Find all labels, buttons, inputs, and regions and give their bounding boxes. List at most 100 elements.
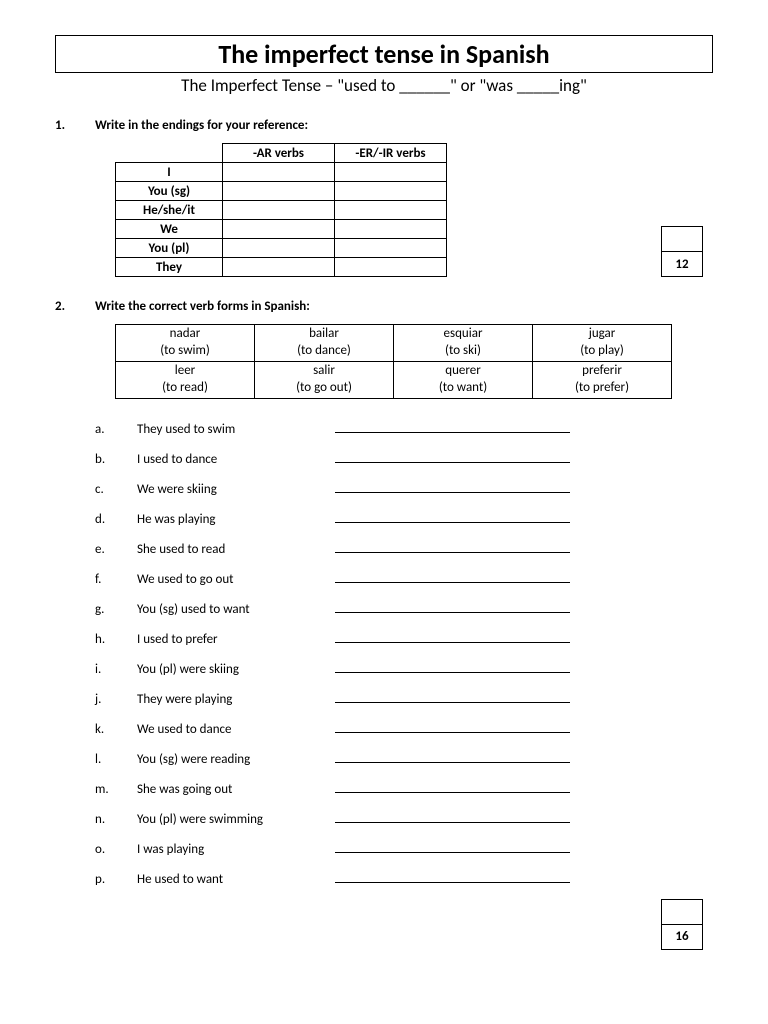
exercise-row: b.I used to dance <box>95 449 713 467</box>
answer-line[interactable] <box>335 779 570 793</box>
exercise-prompt: You (pl) were skiing <box>137 662 327 677</box>
exercise-row: h.I used to prefer <box>95 629 713 647</box>
section-1-header: 1. Write in the endings for your referen… <box>55 118 713 133</box>
exercise-prompt: We were skiing <box>137 482 327 497</box>
answer-line[interactable] <box>335 599 570 613</box>
verb-cell: preferir(to prefer) <box>533 361 672 398</box>
exercise-row: g.You (sg) used to want <box>95 599 713 617</box>
exercise-letter: b. <box>95 452 137 467</box>
answer-line[interactable] <box>335 569 570 583</box>
exercise-prompt: You (sg) were reading <box>137 752 327 767</box>
endings-cell[interactable] <box>335 239 447 258</box>
exercise-list: a.They used to swim b.I used to dance c.We… <box>95 419 713 887</box>
exercise-row: p.He used to want <box>95 869 713 887</box>
answer-line[interactable] <box>335 869 570 883</box>
endings-cell[interactable] <box>223 182 335 201</box>
exercise-letter: g. <box>95 602 137 617</box>
endings-cell[interactable] <box>223 201 335 220</box>
answer-line[interactable] <box>335 839 570 853</box>
answer-line[interactable] <box>335 539 570 553</box>
exercise-prompt: You (sg) used to want <box>137 602 327 617</box>
answer-line[interactable] <box>335 479 570 493</box>
exercise-prompt: She used to read <box>137 542 327 557</box>
answer-line[interactable] <box>335 719 570 733</box>
section-2-header: 2. Write the correct verb forms in Spani… <box>55 299 713 314</box>
exercise-prompt: I used to prefer <box>137 632 327 647</box>
exercise-letter: i. <box>95 662 137 677</box>
endings-cell[interactable] <box>335 220 447 239</box>
endings-row-label: You (pl) <box>116 239 223 258</box>
endings-row-label: They <box>116 258 223 277</box>
page-subtitle: The Imperfect Tense – "used to ______" o… <box>55 75 713 96</box>
exercise-letter: n. <box>95 812 137 827</box>
exercise-letter: f. <box>95 572 137 587</box>
exercise-row: f.We used to go out <box>95 569 713 587</box>
exercise-prompt: We used to go out <box>137 572 327 587</box>
endings-row-label: I <box>116 163 223 182</box>
endings-table: -AR verbs -ER/-IR verbs I You (sg) He/sh… <box>115 143 447 277</box>
endings-cell[interactable] <box>223 239 335 258</box>
section-2-text: Write the correct verb forms in Spanish: <box>95 299 310 314</box>
exercise-prompt: They were playing <box>137 692 327 707</box>
answer-line[interactable] <box>335 449 570 463</box>
exercise-prompt: They used to swim <box>137 422 327 437</box>
exercise-row: l.You (sg) were reading <box>95 749 713 767</box>
answer-line[interactable] <box>335 689 570 703</box>
section-1-number: 1. <box>55 118 95 133</box>
endings-cell[interactable] <box>335 163 447 182</box>
endings-cell[interactable] <box>335 258 447 277</box>
verb-cell: nadar(to swim) <box>116 325 255 362</box>
endings-row-label: We <box>116 220 223 239</box>
exercise-prompt: I was playing <box>137 842 327 857</box>
exercise-letter: e. <box>95 542 137 557</box>
exercise-prompt: She was going out <box>137 782 327 797</box>
endings-cell[interactable] <box>223 163 335 182</box>
exercise-letter: o. <box>95 842 137 857</box>
endings-cell[interactable] <box>335 182 447 201</box>
exercise-row: e.She used to read <box>95 539 713 557</box>
answer-line[interactable] <box>335 749 570 763</box>
exercise-prompt: He used to want <box>137 872 327 887</box>
verb-cell: bailar(to dance) <box>255 325 394 362</box>
score-blank[interactable] <box>662 227 703 252</box>
endings-col-ar: -AR verbs <box>223 144 335 163</box>
exercise-row: m.She was going out <box>95 779 713 797</box>
exercise-letter: d. <box>95 512 137 527</box>
section-1-text: Write in the endings for your reference: <box>95 118 308 133</box>
exercise-letter: k. <box>95 722 137 737</box>
answer-line[interactable] <box>335 509 570 523</box>
score-blank[interactable] <box>662 899 703 924</box>
verb-cell: jugar(to play) <box>533 325 672 362</box>
exercise-letter: j. <box>95 692 137 707</box>
score-box-2: 16 <box>661 899 703 950</box>
verb-cell: salir(to go out) <box>255 361 394 398</box>
verb-cell: querer(to want) <box>394 361 533 398</box>
answer-line[interactable] <box>335 419 570 433</box>
exercise-row: j.They were playing <box>95 689 713 707</box>
exercise-prompt: I used to dance <box>137 452 327 467</box>
exercise-letter: l. <box>95 752 137 767</box>
exercise-letter: m. <box>95 782 137 797</box>
exercise-letter: p. <box>95 872 137 887</box>
endings-row-label: You (sg) <box>116 182 223 201</box>
answer-line[interactable] <box>335 809 570 823</box>
exercise-letter: h. <box>95 632 137 647</box>
endings-cell[interactable] <box>223 220 335 239</box>
page-title: The imperfect tense in Spanish <box>55 35 713 73</box>
score-box-1: 12 <box>661 226 703 277</box>
section-2-number: 2. <box>55 299 95 314</box>
exercise-prompt: He was playing <box>137 512 327 527</box>
answer-line[interactable] <box>335 659 570 673</box>
exercise-row: i.You (pl) were skiing <box>95 659 713 677</box>
endings-cell[interactable] <box>223 258 335 277</box>
exercise-row: a.They used to swim <box>95 419 713 437</box>
score-total: 12 <box>662 252 703 277</box>
exercise-prompt: You (pl) were swimming <box>137 812 327 827</box>
endings-cell[interactable] <box>335 201 447 220</box>
exercise-row: k.We used to dance <box>95 719 713 737</box>
exercise-row: d.He was playing <box>95 509 713 527</box>
exercise-row: c.We were skiing <box>95 479 713 497</box>
verb-cell: leer(to read) <box>116 361 255 398</box>
endings-col-erir: -ER/-IR verbs <box>335 144 447 163</box>
answer-line[interactable] <box>335 629 570 643</box>
